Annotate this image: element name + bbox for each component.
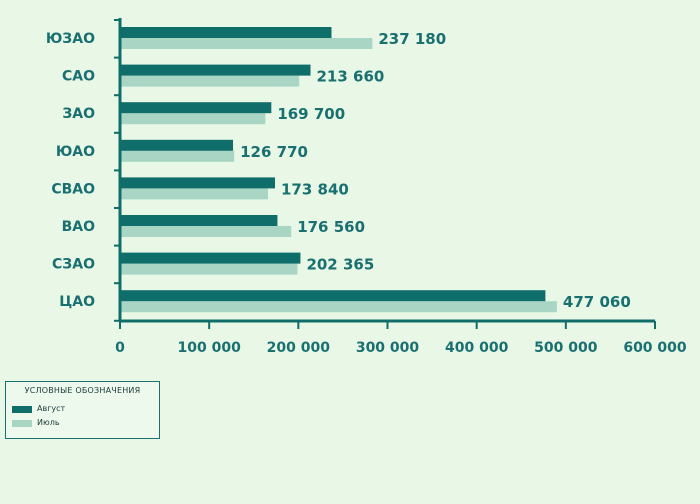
x-tick-label: 0 [115, 340, 125, 356]
x-tick-label: 200 000 [267, 340, 331, 356]
bar-august [120, 177, 276, 189]
data-label: 213 660 [317, 68, 385, 86]
x-tick-label: 600 000 [623, 340, 687, 356]
x-tick-label: 300 000 [356, 340, 420, 356]
category-label: СВАО [51, 181, 95, 197]
bar-july [120, 301, 557, 313]
category-label: ЦАО [59, 294, 95, 310]
bar-august [120, 102, 272, 114]
data-label: 126 770 [240, 143, 308, 161]
data-label: 173 840 [281, 180, 349, 198]
x-tick-label: 400 000 [445, 340, 509, 356]
bar-august [120, 252, 301, 264]
x-tick-label: 100 000 [178, 340, 242, 356]
bar-july [120, 38, 373, 49]
data-label: 237 180 [378, 30, 446, 48]
bar-july [120, 263, 298, 275]
bar-july [120, 75, 300, 87]
bar-july [120, 188, 269, 200]
x-tick-label: 500 000 [534, 340, 598, 356]
legend-title: УСЛОВНЫЕ ОБОЗНАЧЕНИЯ [24, 386, 141, 395]
bar-august [120, 64, 311, 76]
bar-july [120, 113, 266, 125]
data-label: 202 365 [306, 256, 374, 274]
data-label: 176 560 [297, 218, 365, 236]
legend-label-july: Июль [37, 418, 60, 427]
bar-august [120, 139, 234, 151]
data-label: 169 700 [277, 105, 345, 123]
legend-swatch-july [12, 420, 32, 427]
legend-swatch-august [12, 406, 32, 413]
category-label: ЗАО [62, 106, 95, 122]
bar-august [120, 27, 332, 38]
category-label: ВАО [62, 219, 96, 235]
data-label: 477 060 [563, 293, 631, 311]
bar-august [120, 215, 278, 226]
bar-july [120, 150, 235, 162]
bar-july [120, 226, 292, 237]
category-label: ЮЗАО [46, 31, 95, 47]
category-label: САО [62, 69, 95, 85]
category-label: ЮАО [56, 144, 95, 160]
legend: УСЛОВНЫЕ ОБОЗНАЧЕНИЯ Август Июль [5, 381, 160, 439]
legend-label-august: Август [37, 404, 66, 413]
category-label: СЗАО [52, 257, 95, 273]
bar-august [120, 290, 546, 302]
